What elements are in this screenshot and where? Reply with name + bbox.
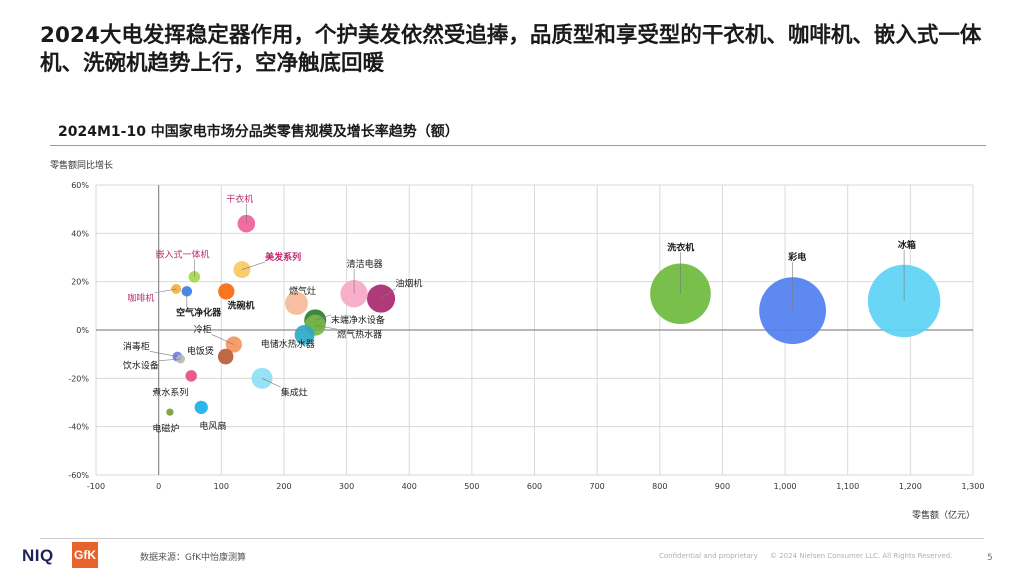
niq-logo: NIQ — [22, 546, 54, 565]
chart-leader-lines — [149, 203, 905, 388]
leader-饮水设备 — [158, 358, 181, 361]
label-洗衣机: 洗衣机 — [667, 241, 694, 253]
label-油烟机: 油烟机 — [395, 278, 422, 290]
label-电磁炉: 电磁炉 — [152, 423, 179, 435]
y-axis-label: 零售额同比增长 — [50, 159, 113, 171]
bubble-集成灶 — [251, 367, 273, 389]
bubble-燃气灶 — [284, 291, 308, 315]
label-嵌入式一体机: 嵌入式一体机 — [156, 249, 210, 261]
leader-咖啡机 — [154, 288, 177, 294]
bubble-电储水热水器 — [294, 324, 315, 345]
leader-集成灶 — [261, 378, 281, 388]
y-tick-label: -60% — [68, 471, 89, 480]
bubble-chart: -60% -40% -20% 0% 20% 40% 60% -100 0 100 200 300 400… — [50, 159, 984, 521]
footer-divider — [40, 538, 984, 539]
x-tick-label: 1,100 — [836, 482, 859, 491]
y-tick-label: 40% — [71, 229, 89, 238]
leader-末端净水设备 — [315, 314, 332, 321]
leader-燃气热水器 — [315, 324, 338, 330]
data-source-note: 数据来源：GfK中怡康测算 — [140, 553, 247, 563]
label-空气净化器: 空气净化器 — [176, 307, 222, 319]
x-tick-label: 700 — [590, 482, 605, 491]
page-number: 5 — [987, 553, 993, 563]
label-消毒柜: 消毒柜 — [123, 340, 150, 352]
label-煮水系列: 煮水系列 — [152, 386, 188, 398]
x-tick-label: 300 — [339, 482, 354, 491]
label-咖啡机: 咖啡机 — [127, 292, 154, 304]
label-清洁电器: 清洁电器 — [347, 258, 383, 270]
x-tick-label: -100 — [87, 482, 105, 491]
x-tick-label: 500 — [464, 482, 479, 491]
bubble-美发系列 — [233, 261, 251, 279]
x-tick-label: 800 — [652, 482, 667, 491]
confidential-note: Confidential and proprietary — [659, 552, 758, 560]
x-tick-label: 1,000 — [774, 482, 797, 491]
y-tick-label: 0% — [76, 326, 89, 335]
label-燃气热水器: 燃气热水器 — [337, 328, 382, 340]
label-冷柜: 冷柜 — [194, 323, 212, 335]
leader-消毒柜 — [149, 351, 178, 357]
y-tick-label: 60% — [71, 181, 89, 190]
label-电饭煲: 电饭煲 — [187, 345, 214, 357]
x-tick-label: 600 — [527, 482, 542, 491]
y-tick-label: 20% — [71, 278, 89, 287]
label-彩电: 彩电 — [787, 251, 806, 263]
label-洗碗机: 洗碗机 — [228, 299, 255, 311]
bubble-空气净化器 — [181, 286, 193, 297]
label-电储水热水器: 电储水热水器 — [261, 338, 315, 350]
gfk-logo: GfK — [72, 542, 98, 568]
bubble-电磁炉 — [166, 408, 174, 416]
x-tick-label: 100 — [214, 482, 229, 491]
x-tick-label: 1,200 — [899, 482, 922, 491]
y-tick-label: -20% — [68, 374, 89, 383]
chart-axes — [96, 185, 973, 475]
bubble-彩电 — [759, 277, 826, 345]
x-tick-label: 200 — [276, 482, 291, 491]
bubble-电风扇 — [194, 400, 208, 414]
bubble-电饭煲 — [217, 348, 234, 365]
page-headline: 2024大电发挥稳定器作用，个护美发依然受追捧，品质型和享受型的干衣机、咖啡机、… — [40, 23, 982, 76]
x-tick-label: 1,300 — [962, 482, 985, 491]
x-tick-label: 900 — [715, 482, 730, 491]
chart-bubbles — [166, 214, 941, 416]
label-电风扇: 电风扇 — [199, 420, 226, 432]
leader-油烟机 — [380, 288, 396, 299]
label-饮水设备: 饮水设备 — [123, 360, 159, 372]
chart-title: 2024M1-10 中国家电市场分品类零售规模及增长率趋势（额） — [58, 124, 459, 140]
chart-tick-labels: -60% -40% -20% 0% 20% 40% 60% -100 0 100 200 300 400… — [68, 181, 984, 491]
title-divider — [50, 145, 986, 146]
label-冰箱: 冰箱 — [898, 239, 916, 251]
label-集成灶: 集成灶 — [281, 386, 308, 398]
bubble-洗碗机 — [218, 283, 235, 300]
label-末端净水设备: 末端净水设备 — [331, 314, 385, 326]
x-tick-label: 400 — [402, 482, 417, 491]
x-axis-label: 零售额（亿元） — [912, 509, 975, 521]
label-干衣机: 干衣机 — [226, 193, 253, 205]
leader-冷柜 — [211, 334, 234, 345]
copyright-note: © 2024 Nielsen Consumer LLC. All Rights … — [770, 552, 953, 560]
bubble-煮水系列 — [185, 370, 197, 382]
label-美发系列: 美发系列 — [265, 251, 301, 263]
x-tick-label: 0 — [156, 482, 161, 491]
label-燃气灶: 燃气灶 — [289, 285, 316, 297]
leader-美发系列 — [241, 261, 266, 270]
bubble-干衣机 — [237, 214, 256, 233]
y-tick-label: -40% — [68, 423, 89, 432]
